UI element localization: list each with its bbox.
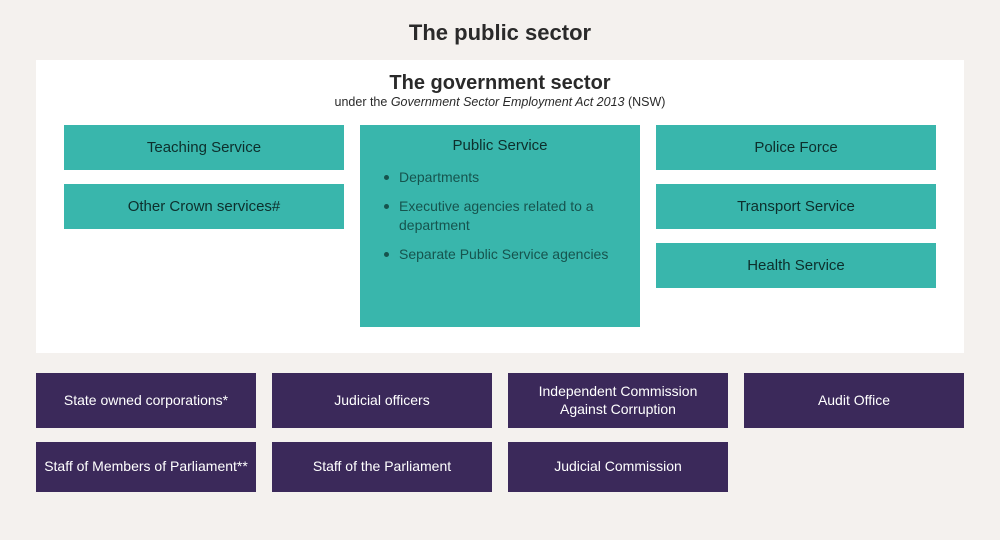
government-columns: Teaching Service Other Crown services# P… <box>64 125 936 327</box>
staff-parliament-box: Staff of the Parliament <box>272 442 492 492</box>
staff-members-parliament-box: Staff of Members of Parliament** <box>36 442 256 492</box>
public-sector-title: The public sector <box>36 20 964 46</box>
bullet-text: Executive agencies related to a departme… <box>399 197 622 235</box>
gov-center-column: Public Service Departments Executive age… <box>360 125 640 327</box>
public-service-box: Public Service Departments Executive age… <box>360 125 640 327</box>
dark-row-2: Staff of Members of Parliament** Staff o… <box>36 442 964 492</box>
government-sector-subtitle: under the Government Sector Employment A… <box>64 95 936 109</box>
gov-left-column: Teaching Service Other Crown services# <box>64 125 344 229</box>
bullet-text: Departments <box>399 168 479 187</box>
bullet-departments: Departments <box>384 168 622 187</box>
icac-box: Independent Commission Against Corruptio… <box>508 373 728 428</box>
police-force-box: Police Force <box>656 125 936 170</box>
health-service-box: Health Service <box>656 243 936 288</box>
subtitle-prefix: under the <box>335 95 391 109</box>
other-crown-services-box: Other Crown services# <box>64 184 344 229</box>
state-owned-corporations-box: State owned corporations* <box>36 373 256 428</box>
bullet-text: Separate Public Service agencies <box>399 245 608 264</box>
government-sector-panel: The government sector under the Governme… <box>36 60 964 353</box>
public-service-title: Public Service <box>378 137 622 154</box>
judicial-officers-box: Judicial officers <box>272 373 492 428</box>
subtitle-suffix: (NSW) <box>625 95 666 109</box>
bullet-separate-agencies: Separate Public Service agencies <box>384 245 622 264</box>
subtitle-act-name: Government Sector Employment Act 2013 <box>391 95 625 109</box>
teaching-service-box: Teaching Service <box>64 125 344 170</box>
other-public-sector-rows: State owned corporations* Judicial offic… <box>36 373 964 492</box>
transport-service-box: Transport Service <box>656 184 936 229</box>
gov-right-column: Police Force Transport Service Health Se… <box>656 125 936 288</box>
government-sector-title: The government sector <box>64 72 936 95</box>
dark-row-1: State owned corporations* Judicial offic… <box>36 373 964 428</box>
bullet-executive-agencies: Executive agencies related to a departme… <box>384 197 622 235</box>
audit-office-box: Audit Office <box>744 373 964 428</box>
public-service-bullets: Departments Executive agencies related t… <box>378 168 622 264</box>
judicial-commission-box: Judicial Commission <box>508 442 728 492</box>
